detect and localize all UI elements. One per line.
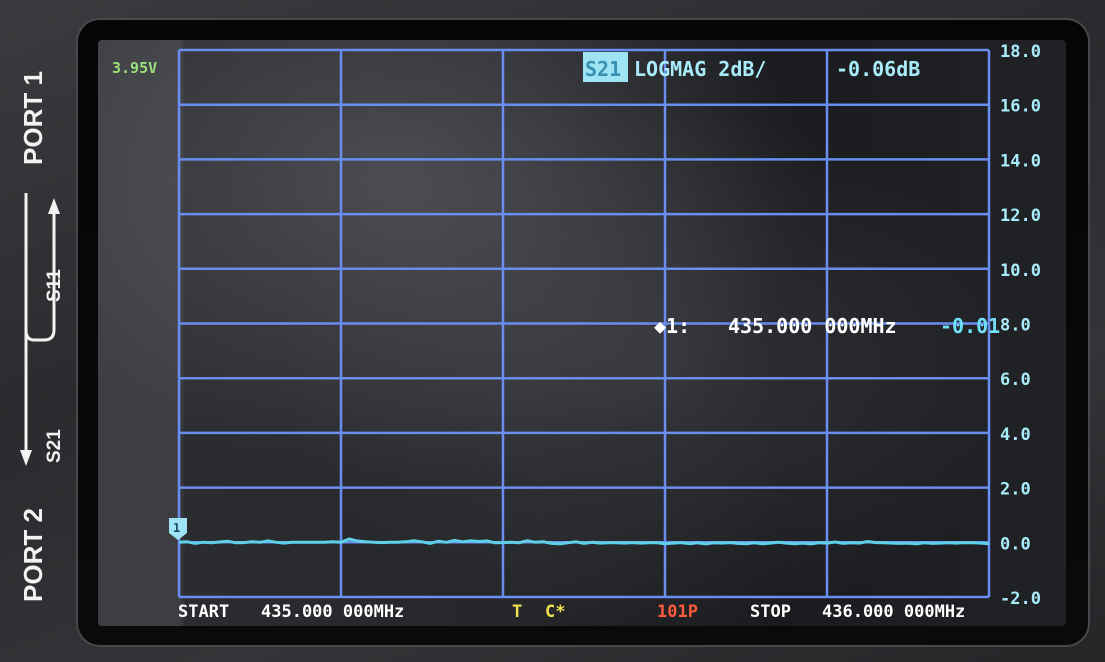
y-tick-label: 14.0 [1000,151,1041,171]
marker-readout-id: ◆1: [654,314,690,338]
y-tick-label: 16.0 [1000,97,1041,117]
y-tick-label: 6.0 [1000,370,1031,390]
trace-value: -0.06dB [836,57,920,81]
y-tick-label: 0.0 [1000,534,1031,554]
vna-screen [98,40,1066,626]
t-indicator: T [512,602,522,622]
start-label: START [178,602,229,622]
points-count: 101P [657,602,698,622]
stop-frequency[interactable]: 436.000 000MHz [822,602,965,622]
y-tick-label: 8.0 [1000,316,1031,336]
s21-trace [178,537,990,546]
marker-value: -0.01 [940,314,1000,338]
start-frequency[interactable]: 435.000 000MHz [261,602,404,622]
calibration-indicator: C* [545,602,565,622]
trace-format: LOGMAG 2dB/ [634,57,766,81]
stop-label: STOP [750,602,791,622]
y-tick-label: 12.0 [1000,206,1041,226]
trace-id-highlight [583,52,628,82]
y-tick-label: 2.0 [1000,480,1031,500]
y-tick-label: -2.0 [1000,589,1041,609]
signal-path-arrows-icon [20,193,60,466]
trace-id[interactable]: S21 [585,57,621,81]
marker-flag-label: 1 [173,521,180,535]
y-tick-label: 4.0 [1000,425,1031,445]
y-tick-label: 10.0 [1000,261,1041,281]
marker-frequency: 435.000 000MHz [728,314,897,338]
marker-1-flag[interactable]: 1 [169,518,187,540]
battery-voltage: 3.95V [112,59,157,77]
y-tick-label: 18.0 [1000,42,1041,62]
